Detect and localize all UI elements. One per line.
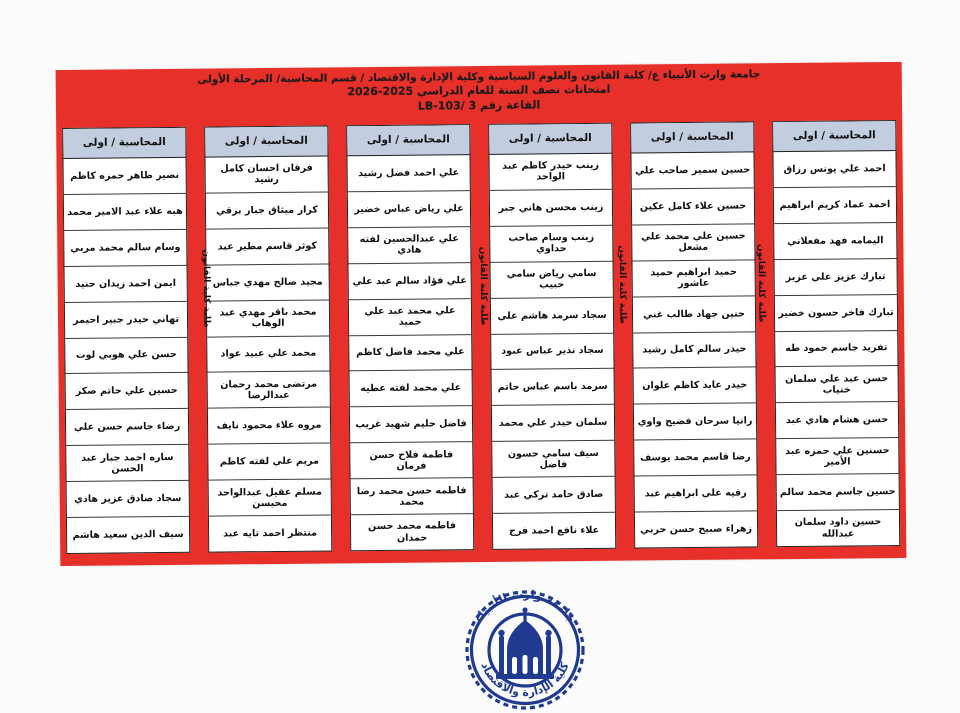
student-cell: مروه علاء محمود نايف	[207, 407, 331, 445]
student-cell: حسن هشام هادي عبد	[775, 402, 899, 440]
student-cell: فرقان احسان كامل رشيد	[205, 156, 328, 194]
column-header-1: المحاسبة / اولى	[773, 121, 896, 153]
student-cell: اليمامه فهد مفعلاني	[774, 222, 897, 260]
student-cell: حسين سمير صاحب علي	[631, 152, 754, 190]
student-cell: حسين جاسم محمد سالم	[776, 474, 899, 512]
column-cells-3: زينب حيدر كاظم عبد الواحد زينب محسن هاني…	[489, 153, 615, 549]
column-cells-5: فرقان احسان كامل رشيد كرار ميثاق جبار بر…	[205, 156, 331, 551]
student-cell: حسين داود سلمان عبدالله	[794, 516, 882, 540]
column-cells-4: علي احمد فضل رشيد علي رياض عباس خضير علي…	[347, 155, 473, 550]
student-cell: هبه علاء عبد الامير محمد	[63, 193, 187, 231]
student-cell: منتظر احمد تايه عبد	[223, 527, 318, 540]
student-cell: تبارك فاخر حسون خضير	[774, 294, 898, 332]
student-cell: سامي رياض سامي حبيب	[490, 261, 613, 299]
student-cell: فاطمة فلاح حسن فرمان	[350, 442, 473, 480]
student-column-4: المحاسبة / اولى علي احمد فضل رشيد علي ري…	[346, 124, 475, 552]
student-cell: علي محمد عبد علي حميد	[348, 298, 472, 336]
student-cell: علي فؤاد سالم عبد علي	[348, 262, 471, 300]
student-cell: زينب وسام صاحب حداوي	[490, 225, 613, 263]
student-cell: كوثر قاسم مطير عبد	[206, 228, 329, 266]
student-cell: حسن عبد علي سلمان خنياب	[775, 366, 898, 404]
student-cell: سجاد نذير عباس عبود	[491, 333, 614, 371]
student-cell: ايمن احمد زيدان حنيد	[64, 265, 187, 303]
student-cell: كرار ميثاق جبار برقي	[205, 192, 329, 230]
student-cell: سجاد صادق عزيز هادي	[66, 480, 189, 519]
student-cell: تفريد جاسم حمود طه	[775, 330, 898, 368]
student-cell: علي محمد فاضل كاظم	[349, 334, 472, 372]
column-header-6: المحاسبة / اولى	[63, 127, 186, 160]
student-cell: رانيا سرحان فضيح واوي	[633, 403, 757, 441]
student-cell: حسين علي حاتم صكر	[65, 373, 188, 411]
student-cell: علي عبدالحسين لفته هادي	[348, 226, 471, 264]
column-header-4: المحاسبة / اولى	[347, 125, 470, 157]
student-cell: احمد علي يونس رزاق	[773, 151, 896, 189]
student-cell: مريم علي لفته كاظم	[208, 443, 331, 481]
student-column-2: المحاسبة / اولى حسين سمير صاحب علي حسين …	[630, 121, 759, 549]
student-columns-grid: المحاسبة / اولى احمد علي يونس رزاق احمد …	[62, 120, 901, 554]
student-cell: حيدر عايد كاظم علوان	[633, 367, 756, 405]
student-cell: رضا قاسم محمد يوسف	[634, 439, 757, 477]
student-cell: علي محمد لفته عطيه	[349, 370, 472, 408]
student-cell: سيف سامي حسون فاضل	[492, 440, 615, 479]
university-seal-stamp: جامعة وارث الأنبياء كلية الإدارة والاقتص…	[455, 578, 595, 713]
student-cell: حسنين علي حمزه عبد الأمير	[776, 438, 899, 476]
student-cell: علي احمد فضل رشيد	[347, 155, 470, 193]
student-cell: محمد باقر مهدي عبد الوهاب	[206, 300, 330, 338]
student-cell: فاطمه حسن محمد رضا محمد	[350, 478, 473, 516]
student-cell: مسلم عقيل عبدالواحد محيسن	[208, 479, 331, 517]
column-header-5: المحاسبة / اولى	[205, 126, 328, 158]
student-cell: حسين علاء كامل عكين	[631, 188, 755, 226]
student-cell: فاضل حليم شهيد غريب	[349, 406, 473, 444]
student-column-3: المحاسبة / اولى زينب حيدر كاظم عبد الواح…	[488, 122, 617, 550]
student-cell: سلمان حيدر علي محمد	[491, 405, 615, 443]
exam-seating-panel: جامعة وارث الأنبياء ع/ كلية القانون والع…	[55, 61, 907, 567]
student-cell: صادق حامد تركي عبد	[492, 476, 615, 514]
student-cell: مجيد صالح مهدي جباس	[206, 264, 329, 302]
student-cell: مرتضى محمد رحمان عبدالرضا	[207, 371, 330, 409]
student-cell: حنين جهاد طالب غني	[632, 295, 756, 334]
student-cell: فاطمه محمد حسن حمدان	[367, 520, 457, 544]
student-cell: علاء نافع احمد فرج	[508, 524, 600, 537]
student-cell: حسين علي محمد علي مشعل	[632, 224, 755, 262]
student-cell: تبارك عزيز علي عزيز	[774, 258, 897, 296]
student-column-5: المحاسبة / اولى فرقان احسان كامل رشيد كر…	[204, 125, 333, 553]
student-column-6: المحاسبة / اولى نصير طاهر حمزه كاظم هبه …	[62, 126, 191, 554]
student-cell: احمد عماد كريم ابراهيم	[773, 186, 897, 224]
student-cell: حيدر سالم كامل رشيد	[633, 331, 756, 369]
column-header-3: المحاسبة / اولى	[489, 123, 612, 155]
student-cell: رقيه علي ابراهيم عبد	[634, 475, 757, 513]
student-cell: وسام سالم محمد مربي	[64, 229, 187, 267]
column-cells-2: حسين سمير صاحب علي حسين علاء كامل عكين ح…	[631, 152, 757, 547]
student-cell: زينب محسن هاني جبر	[489, 189, 613, 227]
student-cell: رضاء جاسم حسن علي	[65, 409, 189, 447]
student-cell: ساره احمد جبار عبد الحسن	[66, 445, 189, 483]
student-cell: علي رياض عباس خضير	[347, 191, 471, 229]
student-cell: محمد علي عبيد عواد	[207, 335, 330, 374]
student-column-1: المحاسبة / اولى احمد علي يونس رزاق احمد …	[772, 120, 901, 548]
student-cell: حسن علي هوبي لوت	[65, 337, 188, 375]
student-cell: زينب حيدر كاظم عبد الواحد	[489, 153, 612, 191]
student-cell: نصير طاهر حمزه كاظم	[63, 157, 186, 195]
column-header-2: المحاسبة / اولى	[631, 122, 754, 154]
student-cell: سيف الدين سعيد هاشم	[72, 528, 184, 541]
column-cells-6: نصير طاهر حمزه كاظم هبه علاء عبد الامير …	[63, 157, 189, 553]
student-cell: زهراء صبيح حسن حربي	[640, 523, 753, 536]
student-cell: سجاد سرمد هاشم علي	[490, 297, 614, 335]
column-cells-1: احمد علي يونس رزاق احمد عماد كريم ابراهي…	[773, 151, 899, 546]
student-cell: حميد ابراهيم حميد عاشور	[632, 260, 755, 298]
student-cell: سرمد باسم عباس حاتم	[491, 369, 614, 407]
document-header: جامعة وارث الأنبياء ع/ كلية القانون والع…	[56, 66, 902, 118]
student-cell: تهاني حيدر جبير احيمر	[64, 301, 188, 339]
